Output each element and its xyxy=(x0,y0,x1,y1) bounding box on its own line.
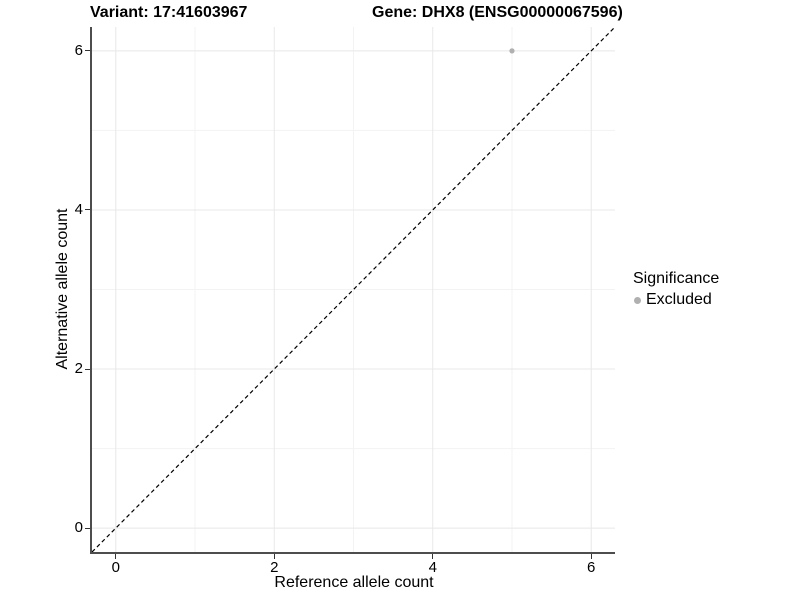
y-tick-label: 4 xyxy=(74,200,83,218)
x-axis-title: Reference allele count xyxy=(274,574,434,591)
x-tick-mark xyxy=(590,554,592,559)
identity-line xyxy=(92,27,615,552)
x-tick-label: 6 xyxy=(587,559,596,576)
x-tick-mark xyxy=(273,554,275,559)
plot-area xyxy=(92,27,615,552)
y-tick-label: 0 xyxy=(74,519,83,537)
plot-panel xyxy=(90,27,615,554)
legend: Significance Excluded xyxy=(628,270,798,309)
y-tick-mark xyxy=(85,209,90,211)
x-tick-label: 2 xyxy=(270,559,279,576)
x-tick-label: 4 xyxy=(428,559,437,576)
y-tick-label: 6 xyxy=(74,41,83,59)
legend-item-excluded: Excluded xyxy=(628,291,798,309)
data-point xyxy=(509,48,515,54)
x-tick-label: 0 xyxy=(111,559,120,576)
legend-dot-icon xyxy=(634,296,641,304)
y-tick-mark xyxy=(85,527,90,529)
title-gene: Gene: DHX8 (ENSG00000067596) xyxy=(372,4,623,21)
legend-title: Significance xyxy=(633,270,720,287)
title-variant: Variant: 17:41603967 xyxy=(90,4,248,21)
y-axis-title: Alternative allele count xyxy=(54,208,71,370)
y-tick-label: 2 xyxy=(74,360,83,378)
y-tick-mark xyxy=(85,368,90,370)
x-tick-mark xyxy=(115,554,117,559)
y-tick-mark xyxy=(85,50,90,52)
legend-item-label: Excluded xyxy=(646,291,712,308)
x-tick-mark xyxy=(432,554,434,559)
